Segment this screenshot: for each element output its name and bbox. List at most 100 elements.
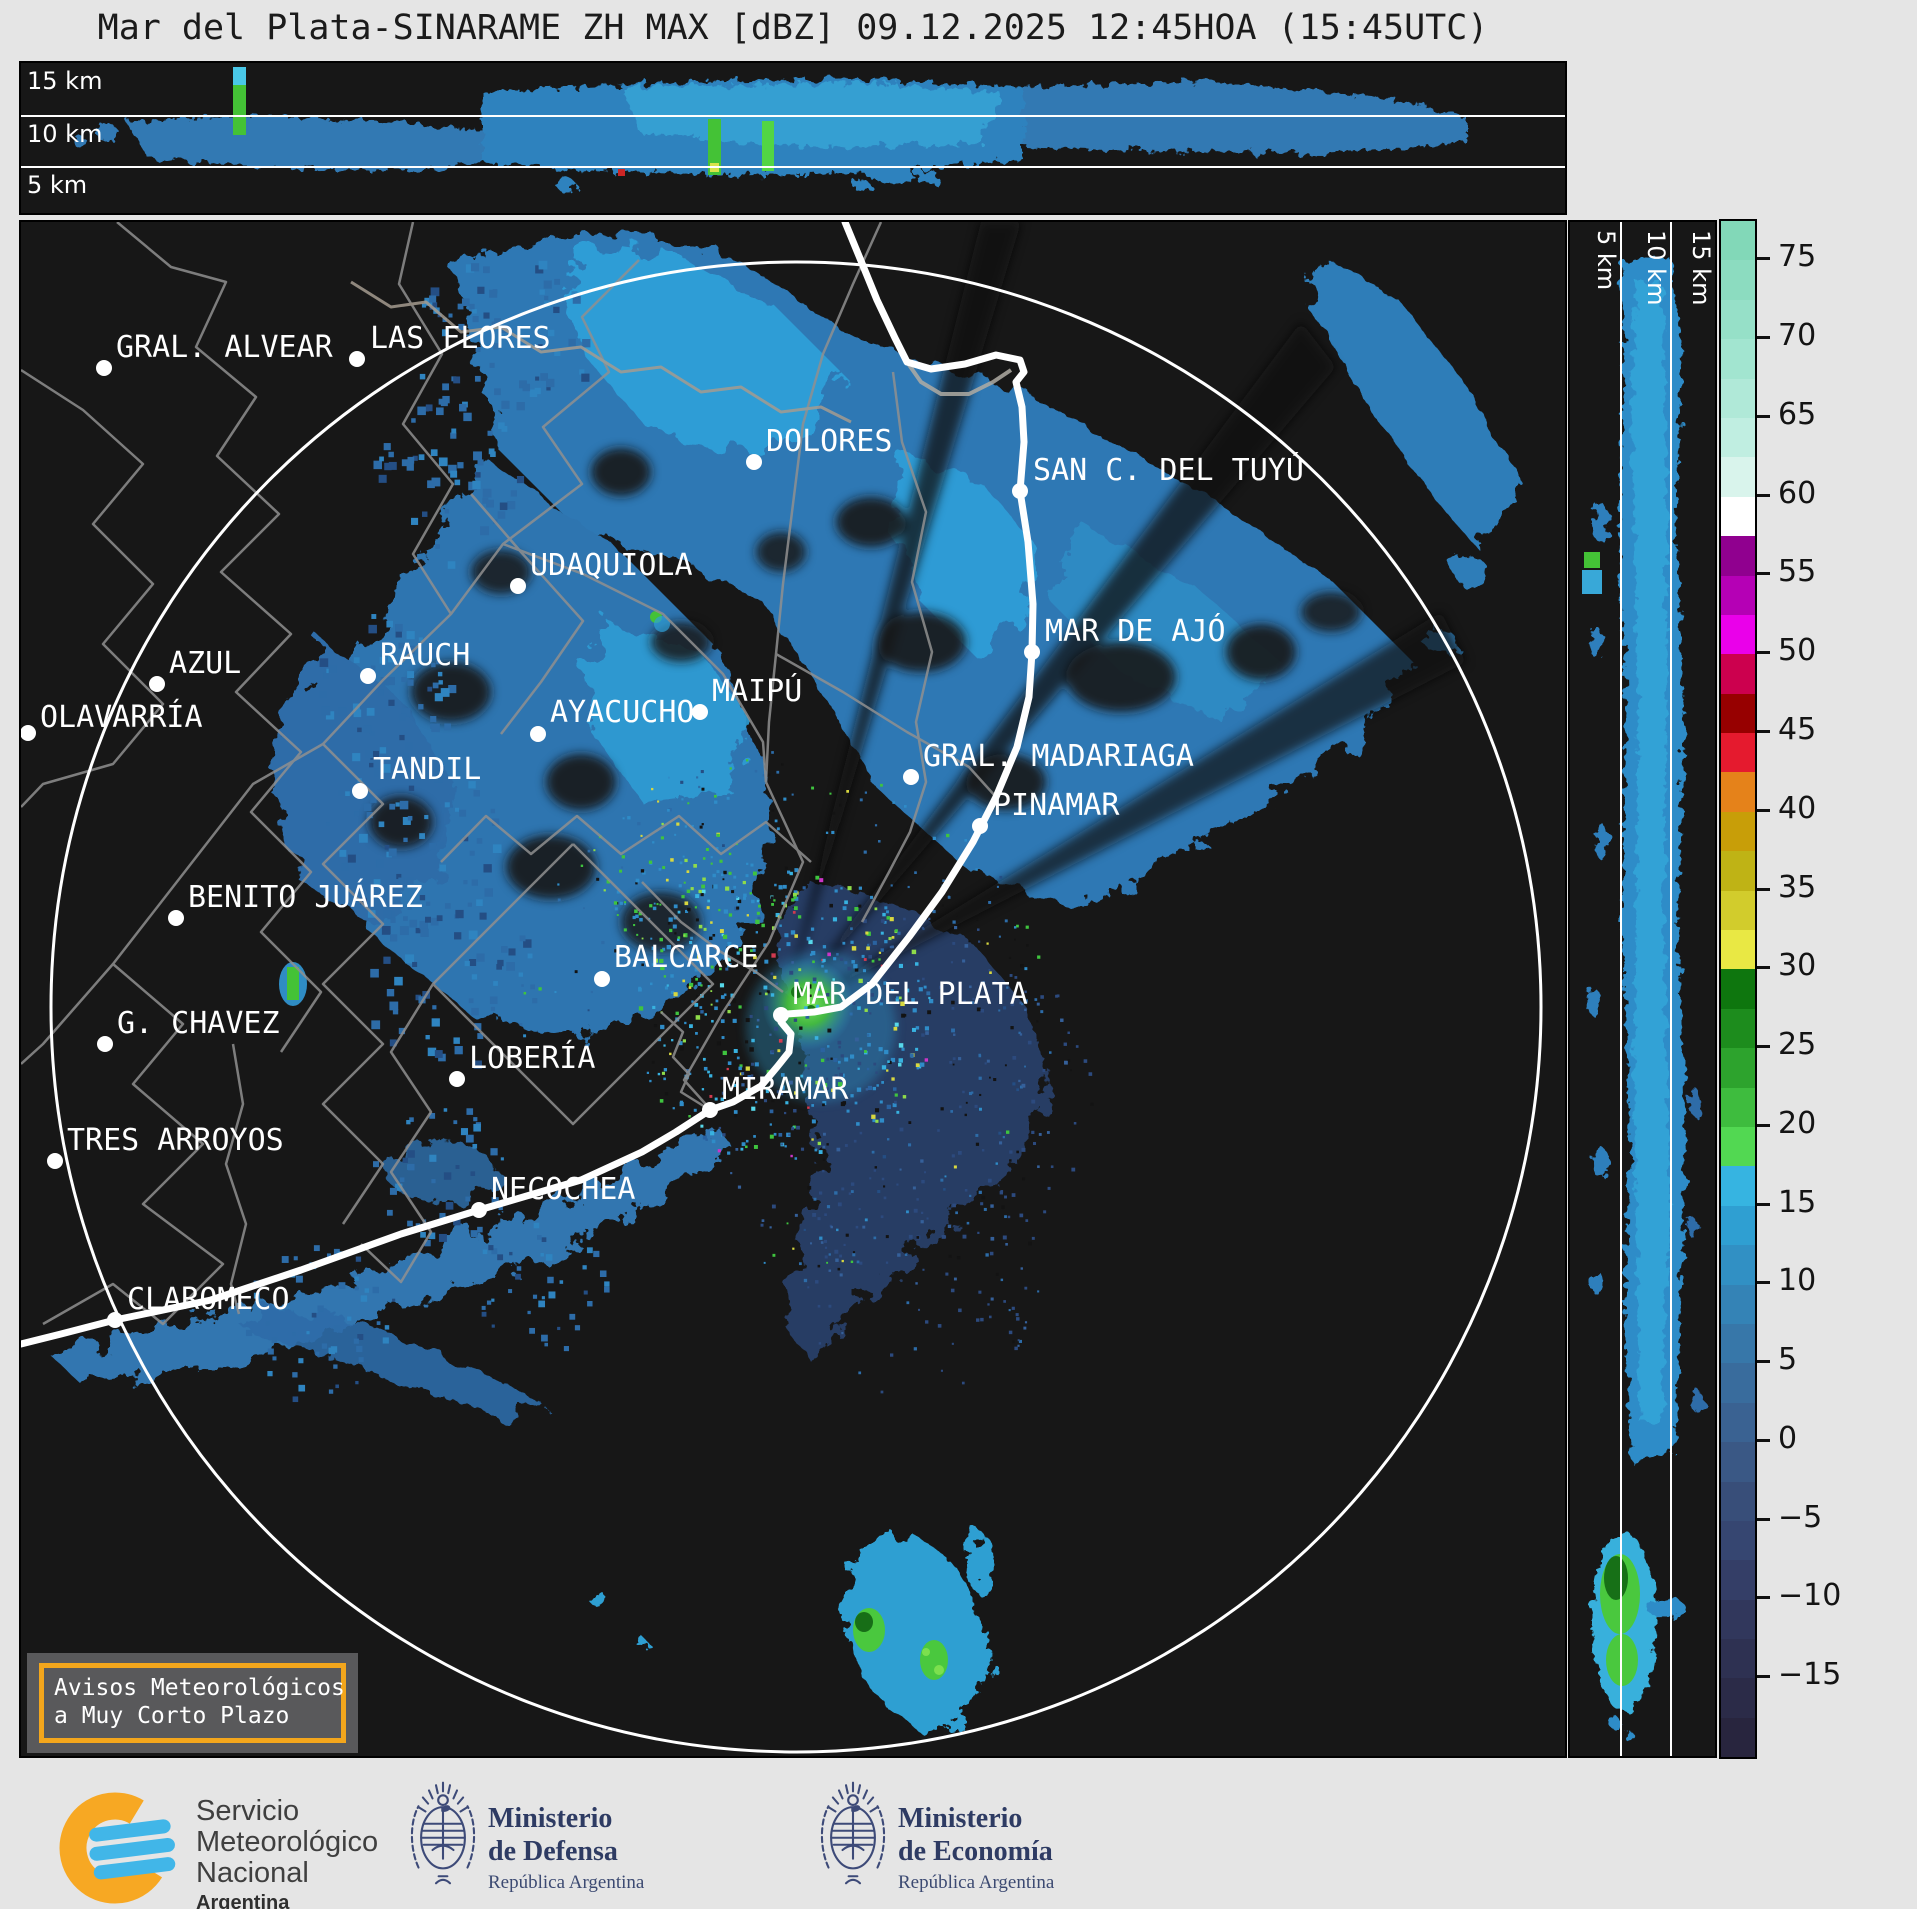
city-label: GRAL. ALVEAR (116, 330, 334, 365)
city-marker (510, 578, 526, 594)
city-label: RAUCH (380, 638, 470, 673)
altitude-label-5km: 5 km (1592, 230, 1620, 290)
altitude-label-10km: 10 km (1642, 230, 1670, 305)
city-marker (903, 769, 919, 785)
city-marker (97, 1036, 113, 1052)
colorbar-ticklabel: 40 (1778, 791, 1816, 826)
city-label: BALCARCE (614, 940, 759, 975)
colorbar-segment (1721, 1048, 1755, 1087)
colorbar-segment (1721, 457, 1755, 496)
radar-map: GRAL. ALVEARLAS FLORESDOLORESSAN C. DEL … (21, 222, 1565, 1756)
city-marker (96, 360, 112, 376)
colorbar-ticklabel: 75 (1778, 239, 1816, 274)
colorbar-segment (1721, 1206, 1755, 1245)
right-cross-section-panel: 5 km 10 km 15 km (1568, 220, 1717, 1758)
city-marker (1024, 644, 1040, 660)
colorbar-ticklabel: 70 (1778, 318, 1816, 353)
altitude-line-5km (1620, 222, 1622, 1756)
smn-line-2: Meteorológico (196, 1827, 378, 1858)
colorbar-segment (1721, 1403, 1755, 1442)
colorbar-segment (1721, 339, 1755, 378)
warnings-overlay-border: Avisos Meteorológicos a Muy Corto Plazo (39, 1663, 346, 1743)
economia-line-1: Ministerio (898, 1802, 1054, 1835)
city-marker (149, 676, 165, 692)
city-label: NECOCHEA (491, 1172, 636, 1207)
radar-map-panel: GRAL. ALVEARLAS FLORESDOLORESSAN C. DEL … (19, 220, 1567, 1758)
warnings-overlay-box: Avisos Meteorológicos a Muy Corto Plazo (27, 1653, 358, 1753)
colorbar-ticklabel: −5 (1778, 1500, 1822, 1535)
colorbar-tickmark (1757, 1045, 1770, 1048)
city-label: MAR DE AJÓ (1045, 612, 1226, 649)
colorbar-ticks: 757065605550454035302520151050−5−10−15 (1757, 219, 1897, 1759)
ministerio-economia: Ministerio de Economía República Argenti… (898, 1802, 1054, 1896)
colorbar-segment (1721, 1285, 1755, 1324)
defensa-line-3: República Argentina (488, 1870, 644, 1896)
colorbar-ticklabel: 65 (1778, 397, 1816, 432)
colorbar-tickmark (1757, 1124, 1770, 1127)
colorbar-ticklabel: 55 (1778, 554, 1816, 589)
city-marker (352, 783, 368, 799)
colorbar-segment (1721, 969, 1755, 1008)
altitude-line-10km (1670, 222, 1672, 1756)
city-label: CLAROMECO (127, 1282, 290, 1317)
colorbar-ticklabel: 0 (1778, 1421, 1797, 1456)
city-marker (773, 1007, 789, 1023)
page-title: Mar del Plata-SINARAME ZH MAX [dBZ] 09.1… (19, 8, 1567, 48)
colorbar-tickmark (1757, 1439, 1770, 1442)
colorbar-ticklabel: 25 (1778, 1027, 1816, 1062)
city-marker (594, 971, 610, 987)
colorbar-segment (1721, 1009, 1755, 1048)
altitude-line-5km (21, 166, 1565, 168)
colorbar-ticklabel: −10 (1778, 1578, 1841, 1613)
colorbar-tickmark (1757, 1203, 1770, 1206)
colorbar-ticklabel: 30 (1778, 948, 1816, 983)
colorbar-tickmark (1757, 572, 1770, 575)
city-marker (471, 1202, 487, 1218)
colorbar-segment (1721, 1678, 1755, 1717)
colorbar-tickmark (1757, 336, 1770, 339)
colorbar-segment (1721, 772, 1755, 811)
colorbar-tickmark (1757, 809, 1770, 812)
colorbar-segment (1721, 1363, 1755, 1402)
colorbar-tickmark (1757, 494, 1770, 497)
colorbar-segment (1721, 1639, 1755, 1678)
city-label: GRAL. MADARIAGA (923, 739, 1194, 774)
colorbar-segment (1721, 1600, 1755, 1639)
city-marker (1012, 483, 1028, 499)
city-marker (972, 818, 988, 834)
economia-crest-icon (818, 1768, 888, 1908)
colorbar-segment (1721, 221, 1755, 260)
city-marker (47, 1153, 63, 1169)
smn-line-3: Nacional (196, 1858, 378, 1889)
colorbar-segment (1721, 812, 1755, 851)
city-label: LOBERÍA (469, 1040, 595, 1076)
city-label: AZUL (169, 646, 241, 681)
city-label: MIRAMAR (722, 1072, 849, 1107)
economia-line-2: de Economía (898, 1835, 1054, 1868)
city-label: MAIPÚ (712, 672, 802, 709)
offshore-echo-cluster (594, 1532, 1000, 1732)
colorbar-ticklabel: 35 (1778, 870, 1816, 905)
colorbar-tickmark (1757, 1518, 1770, 1521)
defensa-crest-icon (408, 1768, 478, 1908)
city-label: UDAQUIOLA (530, 548, 693, 583)
colorbar-segment (1721, 930, 1755, 969)
colorbar-segment (1721, 733, 1755, 772)
top-cross-section-echo (21, 63, 1565, 213)
city-marker (530, 726, 546, 742)
city-label: TRES ARROYOS (67, 1123, 284, 1158)
city-label: PINAMAR (993, 788, 1120, 823)
colorbar-segment (1721, 1560, 1755, 1599)
altitude-label-5km: 5 km (27, 171, 87, 199)
colorbar-segment (1721, 851, 1755, 890)
colorbar-ticklabel: −15 (1778, 1657, 1841, 1692)
colorbar-segment (1721, 300, 1755, 339)
colorbar-segment (1721, 1482, 1755, 1521)
city-label: G. CHAVEZ (117, 1006, 280, 1041)
colorbar-ticklabel: 10 (1778, 1263, 1816, 1298)
colorbar-ticklabel: 15 (1778, 1185, 1816, 1220)
reflectivity-colorbar (1719, 219, 1757, 1759)
ministerio-defensa: Ministerio de Defensa República Argentin… (488, 1802, 644, 1896)
city-label: TANDIL (373, 752, 481, 787)
city-marker (449, 1071, 465, 1087)
